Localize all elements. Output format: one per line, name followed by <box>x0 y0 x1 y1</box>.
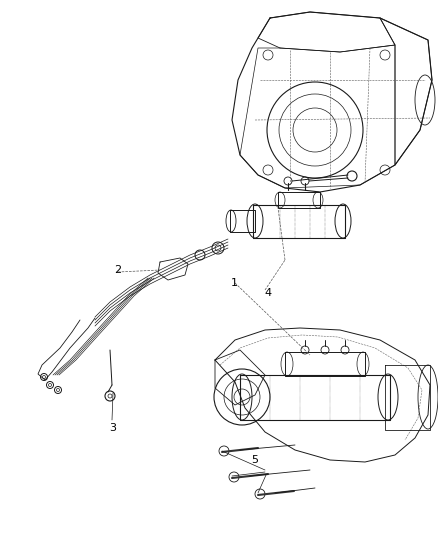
Text: 4: 4 <box>265 288 272 298</box>
Text: 1: 1 <box>230 278 237 288</box>
Text: 5: 5 <box>251 455 258 465</box>
Text: 2: 2 <box>114 265 122 275</box>
Text: 3: 3 <box>110 423 117 433</box>
